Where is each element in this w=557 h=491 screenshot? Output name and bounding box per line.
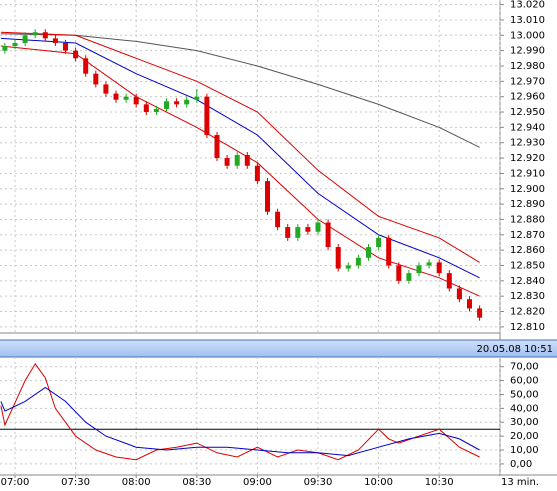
y-tick-label: 40,00 <box>510 403 539 414</box>
candle-body <box>63 42 68 51</box>
candle-body <box>184 99 190 105</box>
candle-body <box>355 257 361 266</box>
y-tick-label: 12.910 <box>510 168 545 179</box>
y-tick-label: 12.940 <box>510 122 545 133</box>
y-tick-label: 50,00 <box>510 389 539 400</box>
candle-body <box>204 96 210 136</box>
y-tick-label: 12.950 <box>510 107 545 118</box>
x-tick-label: 07:30 <box>61 477 90 488</box>
candle-body <box>22 35 28 43</box>
candle-body <box>477 308 483 318</box>
candle-body <box>52 38 58 43</box>
y-tick-label: 12.820 <box>510 307 545 318</box>
candle-body <box>446 273 452 289</box>
candle-body <box>12 42 18 47</box>
candle-body <box>224 158 230 166</box>
candle-body <box>214 135 220 159</box>
label-bg <box>484 476 557 491</box>
candle-body <box>194 96 200 100</box>
candle-body <box>93 73 99 85</box>
candle-body <box>123 96 129 100</box>
candle-body <box>436 262 442 274</box>
candle-body <box>366 247 371 258</box>
y-tick-label: 30,00 <box>510 417 539 428</box>
series-line <box>0 362 480 461</box>
y-tick-label: 12.980 <box>510 61 545 72</box>
candle-body <box>386 237 392 266</box>
series-line <box>0 33 480 148</box>
y-tick-label: 12.870 <box>510 230 545 241</box>
candle-body <box>335 247 341 269</box>
x-tick-label: 10:30 <box>425 477 454 488</box>
y-tick-label: 12.970 <box>510 76 545 87</box>
candle-body <box>113 93 119 100</box>
candle-body <box>2 46 8 51</box>
y-tick-label: 12.860 <box>510 245 545 256</box>
candle-body <box>73 50 79 59</box>
y-tick-label: 12.990 <box>510 46 545 57</box>
candle-body <box>456 288 462 300</box>
y-tick-label: 12.920 <box>510 153 545 164</box>
y-tick-label: 0,00 <box>510 459 532 470</box>
candle-body <box>32 32 38 36</box>
y-tick-label: 12.890 <box>510 199 545 210</box>
y-tick-label: 12.960 <box>510 92 545 103</box>
interval-label: 13 min. <box>501 477 539 488</box>
y-tick-label: 12.930 <box>510 138 545 149</box>
y-tick-label: 12.810 <box>510 322 545 333</box>
info-bar <box>0 340 557 357</box>
series-line <box>0 31 480 263</box>
x-tick-label: 09:00 <box>243 477 272 488</box>
y-tick-label: 70,00 <box>510 362 539 373</box>
series-line <box>0 37 480 279</box>
candle-body <box>285 227 291 238</box>
candle-body <box>265 181 270 212</box>
y-tick-label: 12.830 <box>510 291 545 302</box>
y-tick-label: 12.900 <box>510 184 545 195</box>
x-tick-label: 08:30 <box>182 477 211 488</box>
y-tick-label: 12.840 <box>510 276 545 287</box>
candle-body <box>426 262 432 266</box>
candle-body <box>467 299 472 309</box>
series-line <box>0 386 480 457</box>
candle-body <box>153 108 159 113</box>
candle-body <box>345 265 351 269</box>
candle-body <box>234 154 240 166</box>
y-tick-label: 12.850 <box>510 260 545 271</box>
candle-body <box>305 227 311 232</box>
candle-body <box>315 222 321 232</box>
y-tick-label: 13.010 <box>510 15 545 26</box>
candle-body <box>396 265 402 281</box>
candle-body <box>42 32 48 39</box>
candle-body <box>406 273 412 281</box>
candle-body <box>244 154 250 166</box>
x-tick-label: 10:00 <box>364 477 393 488</box>
candle-body <box>103 84 109 94</box>
plot-layer: 13.020 13.010 13.000 12.990 12.980 12.970 12.9… <box>0 0 545 488</box>
y-tick-label: 13.020 <box>510 0 545 11</box>
x-tick-label: 08:00 <box>122 477 151 488</box>
candle-body <box>376 237 382 248</box>
y-tick-label: 10,00 <box>510 445 539 456</box>
y-tick-label: 60,00 <box>510 376 539 387</box>
candle-body <box>174 101 180 105</box>
x-tick-label: 07:00 <box>1 477 30 488</box>
candle-body <box>143 104 149 113</box>
y-tick-label: 13.000 <box>510 30 545 41</box>
candle-body <box>254 165 260 182</box>
candle-body <box>325 222 331 248</box>
candle-body <box>133 96 139 105</box>
candle-body <box>295 227 301 238</box>
date-label: 20.05.08 10:51 <box>476 344 553 355</box>
candle-body <box>164 101 169 109</box>
x-tick-label: 09:30 <box>304 477 333 488</box>
y-tick-label: 20,00 <box>510 431 539 442</box>
y-tick-label: 12.880 <box>510 214 545 225</box>
candle-body <box>275 211 281 228</box>
candle-body <box>83 58 89 74</box>
candle-body <box>416 265 422 274</box>
